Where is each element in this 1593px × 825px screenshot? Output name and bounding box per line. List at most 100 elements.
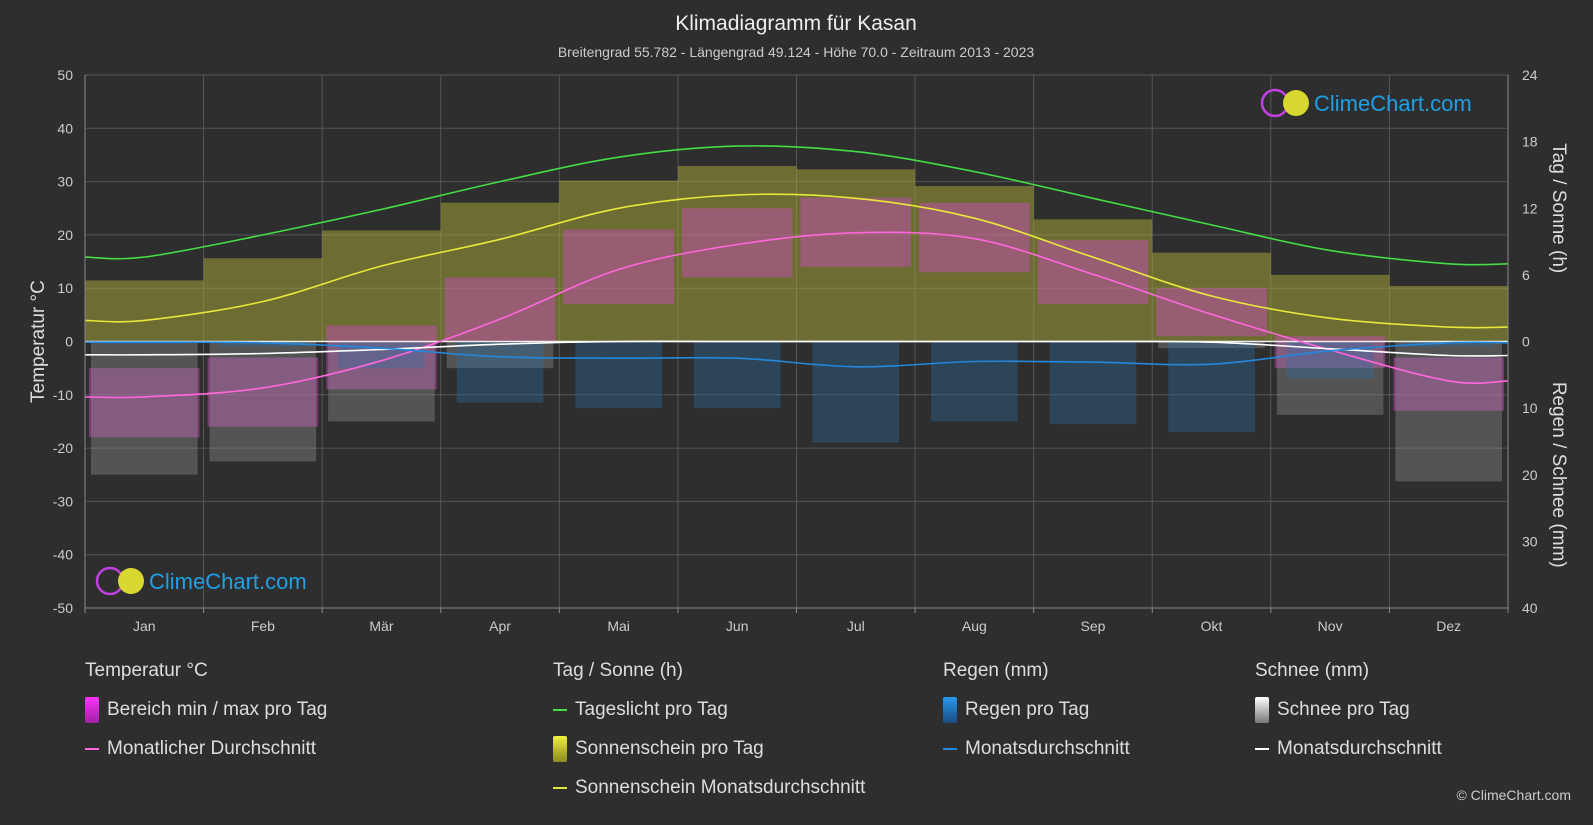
brand-logo-top: ClimeChart.com [1260, 88, 1472, 118]
rain-bars [101, 341, 1492, 443]
left-tick-label: -10 [53, 387, 73, 403]
month-label: Jun [726, 618, 749, 634]
legend-title: Regen (mm) [943, 660, 1049, 681]
left-tick-label: -40 [53, 547, 73, 563]
temperature-range-bar [919, 202, 1030, 273]
legend-swatch [1255, 748, 1269, 750]
legend-item: Tageslicht pro Tag [553, 698, 865, 722]
temperature-range-bar [326, 325, 437, 390]
rain-bar [575, 341, 662, 409]
rain-bar [931, 341, 1018, 422]
legend-item: Monatlicher Durchschnitt [85, 737, 327, 761]
month-label: Jul [847, 618, 865, 634]
legend-label: Tageslicht pro Tag [575, 699, 728, 720]
snow-bar [209, 341, 317, 462]
legend-title: Temperatur °C [85, 660, 208, 681]
chart-subtitle: Breitengrad 55.782 - Längengrad 49.124 -… [558, 44, 1035, 60]
sunshine-avg-line [84, 193, 1509, 329]
legend-label: Monatsdurchschnitt [965, 738, 1130, 759]
left-tick-label: 50 [57, 67, 73, 83]
right-bottom-tick-label: 30 [1522, 533, 1538, 549]
left-tick-label: -20 [53, 440, 73, 456]
sunshine-bar [1270, 274, 1390, 342]
brand-name-top: ClimeChart.com [1314, 91, 1472, 116]
legend-daylight-sun: Tag / Sonne (h) Tageslicht pro Tag Sonne… [553, 660, 865, 815]
brand-sun-icon [118, 568, 144, 594]
legend-swatch [553, 736, 567, 762]
rain-bar [338, 341, 425, 369]
copyright-text: © ClimeChart.com [1456, 787, 1571, 803]
temperature-range-bar [563, 229, 674, 305]
left-tick-label: -30 [53, 493, 73, 509]
legend-label: Schnee pro Tag [1277, 699, 1410, 720]
right-top-tick-label: 18 [1522, 134, 1538, 150]
brand-name-bottom: ClimeChart.com [149, 569, 307, 594]
snow-bar [1158, 341, 1265, 349]
snow-bar [328, 341, 435, 422]
snow-bar [1395, 341, 1502, 482]
sunshine-bar [915, 186, 1034, 342]
sunshine-bar [559, 180, 678, 342]
sunshine-bar [203, 258, 323, 342]
legend-item: Regen pro Tag [943, 697, 1130, 723]
month-label: Nov [1318, 618, 1343, 634]
sunshine-bar [1389, 285, 1508, 342]
legend-label: Sonnenschein pro Tag [575, 738, 764, 759]
legend-title: Schnee (mm) [1255, 660, 1370, 681]
left-tick-label: -50 [53, 600, 73, 616]
plot-area: 50 40 30 20 10 0 -10 -20 -30 -40 -50 24 18 12 6 0 10 20 30… [28, 67, 1569, 634]
sunshine-bar [85, 280, 204, 342]
left-tick-label: 0 [65, 334, 73, 350]
sunshine-bars [85, 166, 1508, 342]
temperature-range-bar [444, 277, 556, 342]
temperature-range-bar [89, 368, 200, 438]
right-top-tick-label: 0 [1522, 334, 1530, 350]
rain-bar [693, 341, 781, 409]
legend-label: Monatsdurchschnitt [1277, 738, 1442, 759]
legend-swatch [553, 709, 567, 711]
legend-title: Tag / Sonne (h) [553, 660, 683, 681]
legend-label: Regen pro Tag [965, 699, 1090, 720]
legend-swatch [943, 748, 957, 750]
rain-bar [1049, 341, 1137, 425]
legend-swatch [943, 697, 957, 723]
left-tick-label: 30 [57, 174, 73, 190]
right-top-axis-title: Tag / Sonne (h) [1548, 143, 1569, 273]
legend-label: Bereich min / max pro Tag [107, 699, 328, 720]
sunshine-bar [1033, 219, 1153, 342]
climate-chart: Klimadiagramm für Kasan Breitengrad 55.7… [28, 12, 1569, 634]
legend-temperature: Temperatur °C Bereich min / max pro Tag … [85, 660, 327, 776]
legend-snow: Schnee (mm) Schnee pro Tag Monatsdurchsc… [1255, 660, 1442, 776]
legend-item: Schnee pro Tag [1255, 697, 1442, 723]
rain-bar [456, 341, 544, 403]
month-label: Okt [1201, 618, 1223, 634]
legend-label: Sonnenschein Monatsdurchschnitt [575, 777, 866, 798]
rain-bar [812, 341, 900, 443]
temperature-avg-line [84, 231, 1509, 399]
right-top-tick-label: 12 [1522, 200, 1538, 216]
right-bottom-tick-label: 40 [1522, 600, 1538, 616]
legend-swatch [1255, 697, 1269, 723]
left-axis-title: Temperatur °C [28, 280, 49, 403]
snow-bars [91, 341, 1502, 482]
temperature-range-bar [681, 208, 793, 278]
month-label: Dez [1436, 618, 1461, 634]
left-tick-label: 40 [57, 120, 73, 136]
legend-item: Monatsdurchschnitt [943, 737, 1130, 761]
month-label: Mai [607, 618, 630, 634]
rain-avg-line [84, 341, 1509, 368]
month-label: Sep [1080, 618, 1105, 634]
temperature-range-bar [1037, 240, 1149, 305]
right-bottom-tick-label: 20 [1522, 467, 1538, 483]
temperature-range-bar [1393, 357, 1504, 411]
month-label: Jan [133, 618, 156, 634]
sunshine-bar [322, 230, 441, 342]
temperature-range-bars [89, 197, 1504, 438]
right-top-tick-label: 24 [1522, 67, 1538, 83]
rain-bar [1405, 341, 1492, 347]
brand-logo-bottom: ClimeChart.com [95, 566, 307, 596]
month-label: Mär [369, 618, 393, 634]
snow-bar [1276, 341, 1384, 415]
legend-item: Bereich min / max pro Tag [85, 697, 328, 723]
snow-avg-line [84, 340, 1509, 357]
